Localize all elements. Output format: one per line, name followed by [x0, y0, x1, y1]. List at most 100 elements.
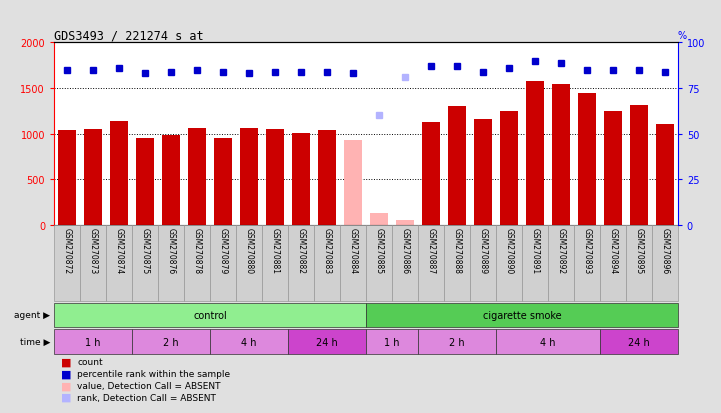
Text: 4 h: 4 h — [242, 337, 257, 347]
Bar — [629, 106, 648, 225]
Text: GSM270883: GSM270883 — [322, 228, 332, 273]
Bar — [444, 225, 470, 301]
Bar — [370, 213, 388, 225]
Bar — [522, 225, 548, 301]
Bar — [292, 134, 310, 225]
Text: GSM270889: GSM270889 — [478, 228, 487, 273]
Bar — [626, 225, 652, 301]
Bar — [366, 330, 418, 354]
Text: GSM270896: GSM270896 — [660, 228, 669, 273]
Text: GSM270873: GSM270873 — [89, 228, 97, 273]
Text: GSM270886: GSM270886 — [400, 228, 410, 273]
Bar — [288, 225, 314, 301]
Text: 2 h: 2 h — [163, 337, 179, 347]
Text: GSM270892: GSM270892 — [557, 228, 565, 273]
Bar — [652, 225, 678, 301]
Bar — [262, 225, 288, 301]
Bar — [340, 225, 366, 301]
Text: GSM270881: GSM270881 — [270, 228, 280, 273]
Bar — [214, 138, 232, 225]
Bar — [418, 225, 444, 301]
Text: GSM270882: GSM270882 — [296, 228, 306, 273]
Text: 1 h: 1 h — [85, 337, 101, 347]
Text: 24 h: 24 h — [628, 337, 650, 347]
Text: GSM270887: GSM270887 — [426, 228, 435, 273]
Bar — [184, 225, 210, 301]
Bar — [80, 225, 106, 301]
Text: rank, Detection Call = ABSENT: rank, Detection Call = ABSENT — [77, 393, 216, 402]
Bar — [158, 225, 184, 301]
Text: GSM270878: GSM270878 — [193, 228, 201, 273]
Text: GSM270872: GSM270872 — [63, 228, 71, 273]
Text: value, Detection Call = ABSENT: value, Detection Call = ABSENT — [77, 381, 221, 390]
Bar — [110, 121, 128, 225]
Bar — [655, 125, 674, 225]
Bar — [288, 330, 366, 354]
Text: ■: ■ — [61, 380, 72, 390]
Bar — [188, 129, 206, 225]
Text: GSM270893: GSM270893 — [583, 228, 591, 273]
Text: GSM270888: GSM270888 — [452, 228, 461, 273]
Bar — [422, 122, 440, 225]
Bar — [392, 225, 418, 301]
Text: GSM270891: GSM270891 — [531, 228, 539, 273]
Bar — [318, 131, 336, 225]
Bar — [578, 93, 596, 225]
Text: GSM270885: GSM270885 — [374, 228, 384, 273]
Bar — [396, 221, 414, 225]
Bar — [552, 85, 570, 225]
Bar — [496, 225, 522, 301]
Bar — [603, 112, 622, 225]
Bar — [526, 81, 544, 225]
Text: GSM270879: GSM270879 — [218, 228, 228, 273]
Text: 1 h: 1 h — [384, 337, 399, 347]
Bar — [470, 225, 496, 301]
Text: GDS3493 / 221274_s_at: GDS3493 / 221274_s_at — [54, 29, 204, 42]
Bar — [448, 107, 466, 225]
Text: cigarette smoke: cigarette smoke — [482, 310, 561, 320]
Bar — [418, 330, 496, 354]
Bar — [132, 225, 158, 301]
Bar — [84, 130, 102, 225]
Bar — [574, 225, 600, 301]
Text: 4 h: 4 h — [540, 337, 556, 347]
Text: GSM270875: GSM270875 — [141, 228, 149, 273]
Bar — [54, 330, 132, 354]
Text: percentile rank within the sample: percentile rank within the sample — [77, 369, 230, 378]
Text: GSM270890: GSM270890 — [504, 228, 513, 273]
Bar — [600, 330, 678, 354]
Bar — [548, 225, 574, 301]
Bar — [366, 303, 678, 327]
Bar — [496, 330, 600, 354]
Bar — [54, 303, 366, 327]
Bar — [266, 129, 284, 225]
Text: ■: ■ — [61, 392, 72, 402]
Bar — [54, 225, 80, 301]
Text: ■: ■ — [61, 368, 72, 378]
Text: time ▶: time ▶ — [20, 337, 50, 346]
Text: count: count — [77, 357, 103, 366]
Bar — [344, 140, 362, 225]
Bar — [106, 225, 132, 301]
Text: GSM270895: GSM270895 — [634, 228, 643, 273]
Text: 24 h: 24 h — [316, 337, 338, 347]
Text: GSM270874: GSM270874 — [115, 228, 123, 273]
Bar — [366, 225, 392, 301]
Bar — [210, 330, 288, 354]
Text: control: control — [193, 310, 227, 320]
Bar — [132, 330, 210, 354]
Text: GSM270880: GSM270880 — [244, 228, 254, 273]
Text: %: % — [678, 31, 687, 41]
Text: ■: ■ — [61, 356, 72, 366]
Bar — [474, 120, 492, 225]
Bar — [314, 225, 340, 301]
Bar — [210, 225, 236, 301]
Text: GSM270894: GSM270894 — [609, 228, 617, 273]
Bar — [162, 136, 180, 225]
Text: agent ▶: agent ▶ — [14, 311, 50, 319]
Bar — [58, 131, 76, 225]
Text: GSM270876: GSM270876 — [167, 228, 175, 273]
Bar — [240, 129, 258, 225]
Bar — [136, 138, 154, 225]
Bar — [600, 225, 626, 301]
